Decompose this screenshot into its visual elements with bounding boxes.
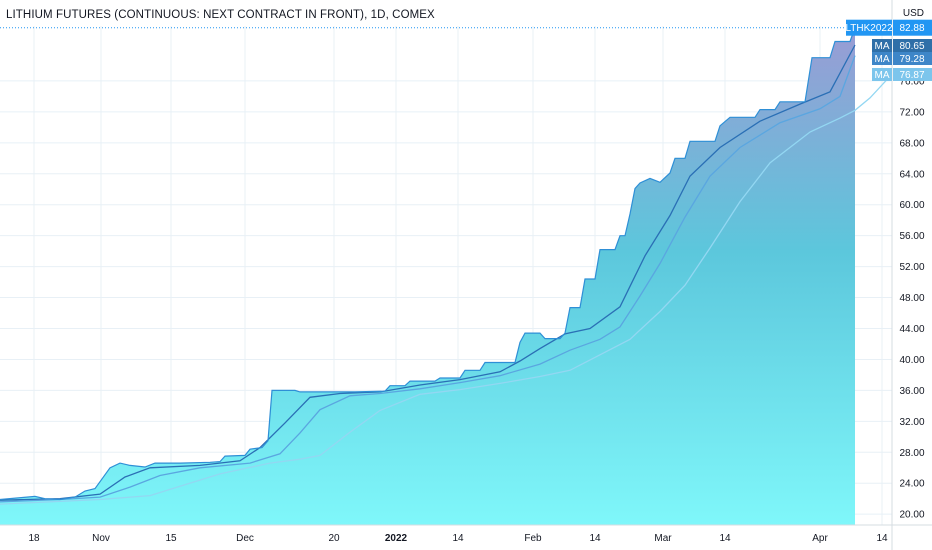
symbol-badge [846, 19, 892, 36]
y-tick-label: 44.00 [899, 324, 924, 335]
last-price-badge [893, 19, 932, 36]
ma-value-badge [893, 68, 932, 81]
ma-line-2 [0, 55, 856, 503]
ma-label-text: MA [875, 41, 890, 52]
price-area [0, 27, 855, 525]
x-tick-label: Feb [524, 533, 542, 544]
ma-label-badge [872, 39, 892, 52]
y-tick-label: 28.00 [899, 448, 924, 459]
y-tick-label: 76.00 [899, 76, 924, 87]
ma-line-1 [0, 44, 856, 501]
price-area-fill [0, 27, 855, 525]
x-tick-label: Dec [236, 533, 254, 544]
x-tick-label: 14 [589, 533, 601, 544]
y-tick-label: 60.00 [899, 200, 924, 211]
y-tick-label: 72.00 [899, 107, 924, 118]
chart-title: LITHIUM FUTURES (CONTINUOUS: NEXT CONTRA… [6, 9, 435, 21]
price-line [0, 27, 856, 501]
last-price-badge-text: 82.88 [899, 23, 924, 34]
y-tick-label: 20.00 [899, 510, 924, 521]
y-tick-label: 68.00 [899, 138, 924, 149]
ma-label-text: MA [875, 54, 890, 65]
moving-averages [0, 44, 893, 505]
y-tick-label: 48.00 [899, 293, 924, 304]
y-tick-label: 36.00 [899, 386, 924, 397]
ma-value-badge [893, 52, 932, 65]
ma-label-badge [872, 68, 892, 81]
x-tick-label: 14 [452, 533, 464, 544]
ma-value-text: 80.65 [899, 41, 924, 52]
x-tick-label: 18 [28, 533, 40, 544]
price-line-path [0, 27, 856, 501]
currency-label: USD [902, 8, 924, 19]
ma-value-text: 79.28 [899, 54, 924, 65]
x-tick-label: Apr [812, 533, 828, 544]
y-tick-label: 40.00 [899, 355, 924, 366]
symbol-badge-text: LTHK2022 [845, 23, 893, 34]
x-tick-label: Mar [654, 533, 672, 544]
ma-label-badge [872, 52, 892, 65]
x-tick-label: 14 [876, 533, 888, 544]
x-tick-label: 2022 [385, 533, 408, 544]
x-tick-label: 20 [328, 533, 340, 544]
y-tick-label: 52.00 [899, 262, 924, 273]
ma-value-text: 76.87 [899, 70, 924, 81]
x-tick-label: 14 [719, 533, 731, 544]
y-tick-label: 64.00 [899, 169, 924, 180]
y-tick-label: 24.00 [899, 479, 924, 490]
ma-label-text: MA [875, 70, 890, 81]
y-tick-label: 56.00 [899, 231, 924, 242]
x-tick-label: Nov [92, 533, 110, 544]
ma-value-badge [893, 39, 932, 52]
x-tick-label: 15 [165, 533, 177, 544]
price-badges: LTHK2022 82.88 MA 80.65 MA 79.28 MA 76.87 [845, 19, 932, 81]
y-tick-label: 32.00 [899, 417, 924, 428]
ma-line-3 [0, 73, 893, 505]
